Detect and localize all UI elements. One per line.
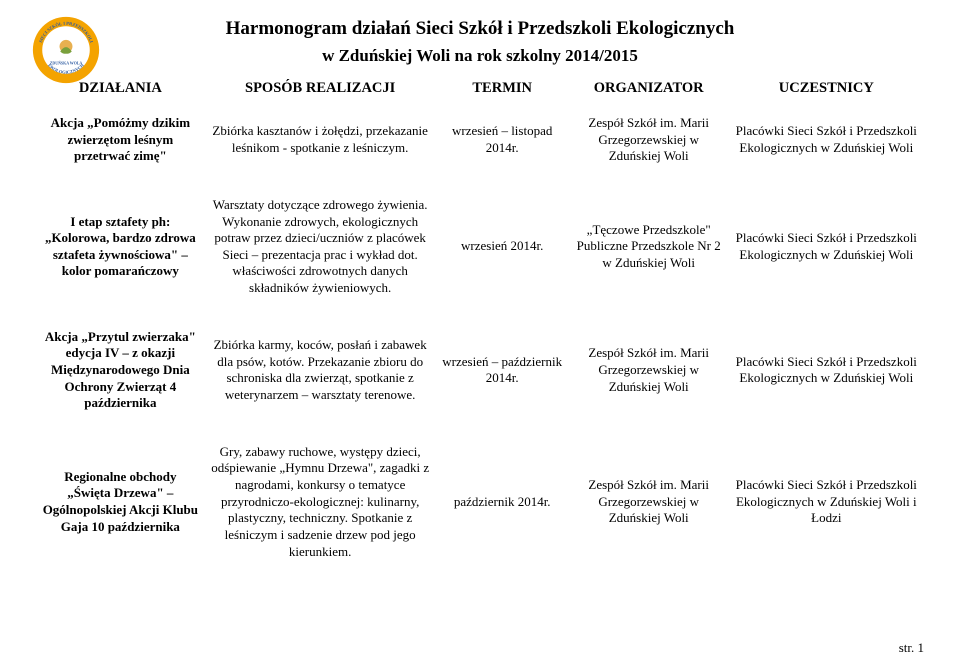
cell-method: Zbiórka karmy, koców, posłań i zabawek d… bbox=[205, 319, 436, 422]
cell-organizer: Zespół Szkół im. Marii Grzegorzewskiej w… bbox=[569, 105, 729, 175]
table-row: Akcja „Pomóżmy dzikim zwierzętom leśnym … bbox=[36, 105, 924, 175]
cell-term: wrzesień 2014r. bbox=[436, 187, 569, 307]
schedule-table: DZIAŁANIA SPOSÓB REALIZACJI TERMIN ORGAN… bbox=[36, 76, 924, 570]
table-row: Regionalne obchody „Święta Drzewa" – Ogó… bbox=[36, 434, 924, 570]
cell-term: wrzesień – listopad 2014r. bbox=[436, 105, 569, 175]
cell-term: wrzesień – październik 2014r. bbox=[436, 319, 569, 422]
col-header-participants: UCZESTNICY bbox=[729, 76, 924, 105]
document-subtitle: w Zduńskiej Woli na rok szkolny 2014/201… bbox=[36, 46, 924, 66]
svg-text:ZDUŃSKA WOLA: ZDUŃSKA WOLA bbox=[50, 60, 83, 65]
cell-action: Akcja „Przytul zwierzaka" edycja IV – z … bbox=[36, 319, 205, 422]
cell-participants: Placówki Sieci Szkół i Przedszkoli Ekolo… bbox=[729, 187, 924, 307]
cell-organizer: „Tęczowe Przedszkole" Publiczne Przedszk… bbox=[569, 187, 729, 307]
cell-organizer: Zespół Szkół im. Marii Grzegorzewskiej w… bbox=[569, 434, 729, 570]
cell-organizer: Zespół Szkół im. Marii Grzegorzewskiej w… bbox=[569, 319, 729, 422]
col-header-method: SPOSÓB REALIZACJI bbox=[205, 76, 436, 105]
col-header-organizer: ORGANIZATOR bbox=[569, 76, 729, 105]
table-row: I etap sztafety ph: „Kolorowa, bardzo zd… bbox=[36, 187, 924, 307]
cell-action: I etap sztafety ph: „Kolorowa, bardzo zd… bbox=[36, 187, 205, 307]
cell-participants: Placówki Sieci Szkół i Przedszkoli Ekolo… bbox=[729, 319, 924, 422]
cell-method: Zbiórka kasztanów i żołędzi, przekazanie… bbox=[205, 105, 436, 175]
cell-action: Akcja „Pomóżmy dzikim zwierzętom leśnym … bbox=[36, 105, 205, 175]
table-header-row: DZIAŁANIA SPOSÓB REALIZACJI TERMIN ORGAN… bbox=[36, 76, 924, 105]
school-network-logo: SIECI SZKÓŁ I PRZEDSZKOLI EKOLOGICZNYCH … bbox=[30, 14, 102, 86]
page-number: str. 1 bbox=[899, 640, 924, 656]
cell-term: październik 2014r. bbox=[436, 434, 569, 570]
cell-action: Regionalne obchody „Święta Drzewa" – Ogó… bbox=[36, 434, 205, 570]
table-row: Akcja „Przytul zwierzaka" edycja IV – z … bbox=[36, 319, 924, 422]
cell-participants: Placówki Sieci Szkół i Przedszkoli Ekolo… bbox=[729, 434, 924, 570]
cell-method: Warsztaty dotyczące zdrowego żywienia. W… bbox=[205, 187, 436, 307]
col-header-term: TERMIN bbox=[436, 76, 569, 105]
document-title: Harmonogram działań Sieci Szkół i Przeds… bbox=[36, 18, 924, 40]
cell-method: Gry, zabawy ruchowe, występy dzieci, odś… bbox=[205, 434, 436, 570]
cell-participants: Placówki Sieci Szkół i Przedszkoli Ekolo… bbox=[729, 105, 924, 175]
